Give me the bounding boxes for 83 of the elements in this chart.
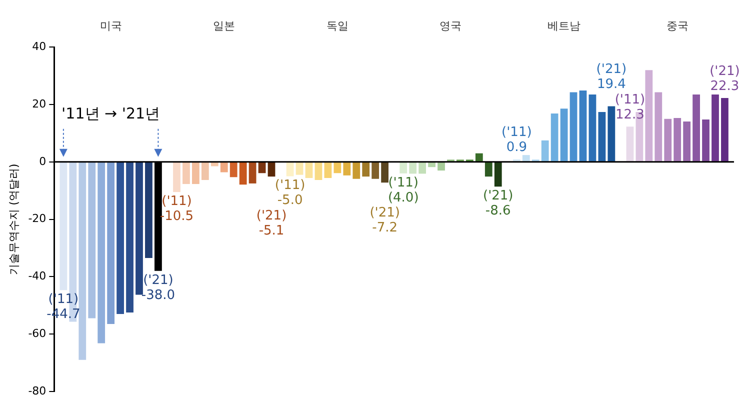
y-tick-label: 20	[32, 97, 46, 110]
y-tick-label: -80	[28, 384, 46, 398]
bar	[78, 162, 86, 360]
bar	[400, 162, 408, 174]
annotation: '11년 → '21년	[62, 104, 160, 122]
bar	[608, 106, 616, 162]
bar	[352, 162, 360, 179]
bar	[598, 112, 606, 162]
bar	[484, 162, 492, 177]
bar	[286, 162, 294, 176]
y-tick-label: 40	[32, 40, 46, 54]
bar	[560, 108, 568, 162]
bar	[173, 162, 180, 192]
data-label: ('11) (4.0)	[388, 175, 419, 206]
bar	[654, 92, 662, 162]
x-tick-label: 영국	[440, 19, 462, 32]
bar	[475, 153, 483, 162]
data-label: ('21) -8.6	[482, 188, 514, 218]
bar	[88, 162, 96, 318]
bar	[438, 162, 445, 171]
bar	[541, 140, 549, 162]
bar	[381, 162, 389, 183]
bar	[201, 162, 209, 180]
x-tick-label: 중국	[666, 19, 688, 32]
data-label: ('21) -7.2	[370, 205, 400, 236]
bar	[409, 162, 417, 174]
y-tick-label: -40	[28, 270, 46, 283]
bar	[145, 162, 152, 258]
bar	[645, 70, 653, 162]
bar	[372, 162, 380, 179]
bar	[305, 162, 313, 178]
bar	[268, 162, 276, 177]
y-tick-label: 0	[39, 154, 46, 168]
x-tick-label: 일본	[213, 19, 236, 32]
data-label: ('11) 0.9	[502, 125, 532, 156]
bar	[314, 162, 322, 180]
bar	[588, 94, 596, 162]
y-tick-label: -20	[28, 212, 46, 226]
bar	[626, 126, 634, 162]
bar	[428, 162, 436, 168]
data-label: ('21) -38.0	[141, 272, 176, 303]
y-tick-label: -60	[28, 326, 46, 340]
bar	[98, 162, 106, 344]
bar	[702, 119, 710, 162]
bar	[362, 162, 370, 177]
bar	[296, 162, 304, 175]
bar	[192, 162, 200, 184]
bar	[712, 94, 719, 162]
data-label: ('21) 19.4	[596, 62, 627, 92]
x-tick-label: 베트남	[548, 19, 581, 32]
bar	[570, 92, 578, 162]
bar	[418, 162, 426, 174]
bar	[126, 162, 134, 313]
x-tick-label: 독일	[326, 19, 348, 32]
bar	[522, 155, 530, 162]
bar	[579, 90, 587, 162]
data-label: ('11) -5.0	[274, 178, 306, 208]
y-axis-title: 기술무역수지 (억달러)	[7, 164, 20, 275]
bar	[116, 162, 124, 314]
bar	[230, 162, 238, 178]
bar	[343, 162, 351, 176]
data-label: ('21) 22.3	[710, 64, 740, 94]
bar	[107, 162, 115, 324]
bar	[258, 162, 266, 174]
bar	[721, 98, 728, 162]
bar	[664, 118, 672, 162]
bar	[683, 121, 691, 162]
bar	[248, 162, 256, 184]
bar	[136, 162, 143, 295]
bar	[324, 162, 332, 178]
x-tick-label: 미국	[100, 19, 122, 32]
bar	[182, 162, 190, 184]
bar	[60, 162, 68, 290]
bar	[494, 162, 502, 187]
bar	[692, 94, 700, 162]
bar	[674, 118, 682, 162]
bar	[210, 162, 218, 166]
data-label: ('21) -5.1	[256, 208, 287, 238]
bar	[239, 162, 247, 185]
bar	[220, 162, 228, 172]
data-label: ('11) 12.3	[614, 92, 646, 123]
bar	[334, 162, 342, 174]
bar	[550, 113, 558, 162]
